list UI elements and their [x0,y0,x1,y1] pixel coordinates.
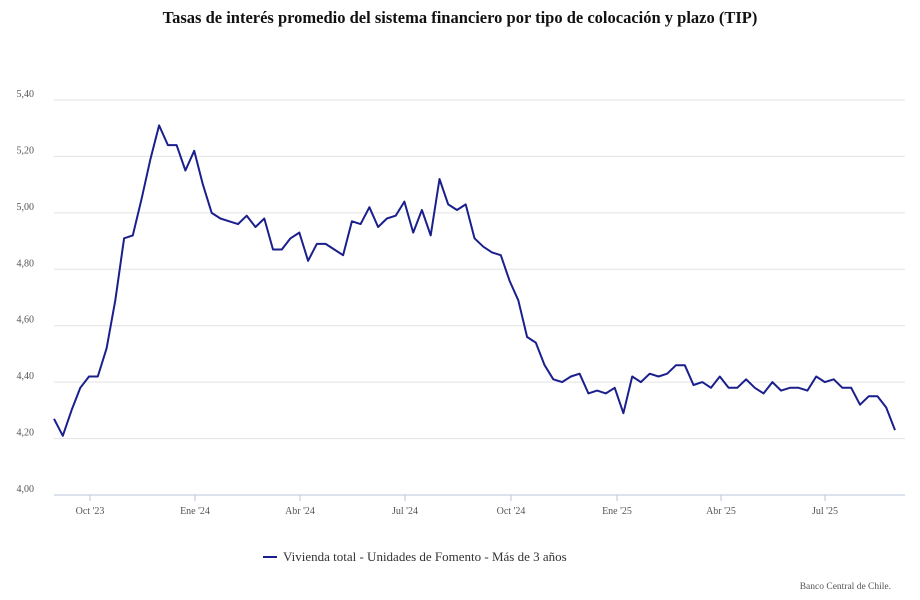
grid-lines [54,99,905,496]
y-tick-label: 5,00 [17,202,35,213]
y-axis-tick-labels: 4,00 4,20 4,40 4,60 4,80 5,00 5,20 5,40 [17,89,35,495]
x-tick-label: Oct '24 [497,506,526,517]
chart-title: Tasas de interés promedio del sistema fi… [162,8,758,27]
series-line[interactable] [53,124,896,437]
x-tick-label: Abr '25 [706,506,736,517]
x-tick-label: Abr '24 [285,506,315,517]
y-tick-label: 4,60 [17,315,35,326]
y-tick-label: 4,00 [17,484,35,495]
x-tick-label: Jul '25 [812,506,838,517]
x-axis-tick-labels: Oct '23 Ene '24 Abr '24 Jul '24 Oct '24 Ene '… [76,495,838,517]
legend-swatch [263,555,277,559]
y-tick-label: 5,20 [17,145,35,156]
y-tick-label: 5,40 [17,89,35,100]
x-tick-label: Ene '24 [180,506,210,517]
source-credit[interactable]: Banco Central de Chile. [799,582,891,592]
x-tick-label: Ene '25 [602,506,632,517]
y-tick-label: 4,20 [17,428,35,439]
y-tick-label: 4,80 [17,258,35,269]
x-tick-label: Oct '23 [76,506,105,517]
legend[interactable]: Vivienda total - Unidades de Fomento - M… [263,549,567,565]
x-tick-label: Jul '24 [392,506,418,517]
series-layer [53,124,896,437]
legend-label: Vivienda total - Unidades de Fomento - M… [283,549,567,564]
y-tick-label: 4,40 [17,371,35,382]
